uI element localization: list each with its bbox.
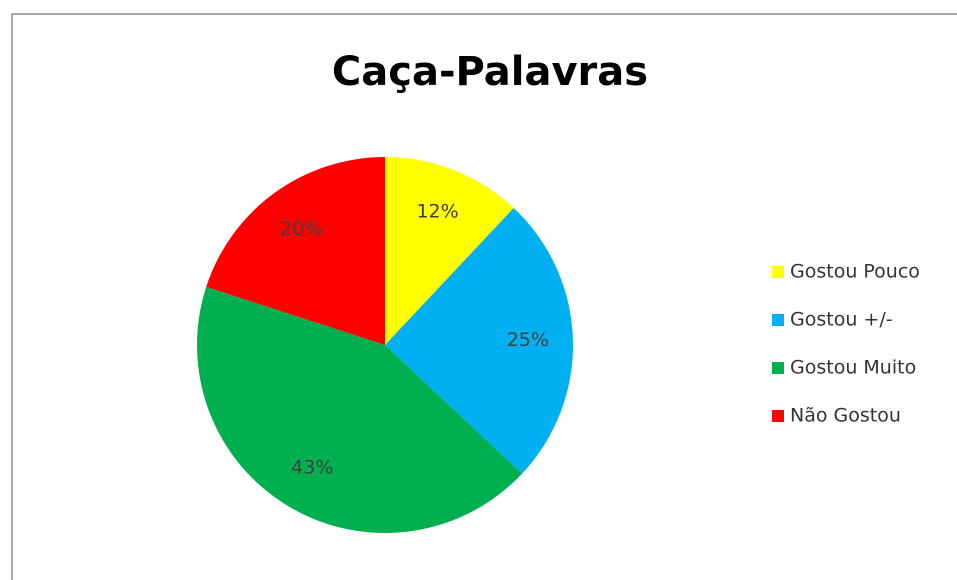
pie-slice xyxy=(385,157,514,345)
data-label: 25% xyxy=(507,329,549,351)
legend-swatch xyxy=(772,314,784,326)
data-label: 20% xyxy=(280,218,322,240)
legend-swatch xyxy=(772,410,784,422)
legend-label: Gostou Pouco xyxy=(790,261,920,283)
pie-slice xyxy=(385,207,573,474)
pie-slice xyxy=(206,157,385,345)
legend-label: Gostou Muito xyxy=(790,357,916,379)
legend-swatch xyxy=(772,266,784,278)
data-label: 12% xyxy=(416,201,458,223)
legend-swatch xyxy=(772,362,784,374)
chart-title: Caça-Palavras xyxy=(332,49,648,95)
data-label: 43% xyxy=(291,456,333,478)
legend-label: Gostou +/- xyxy=(790,309,893,331)
pie-slice xyxy=(197,286,523,533)
legend-label: Não Gostou xyxy=(790,405,901,427)
